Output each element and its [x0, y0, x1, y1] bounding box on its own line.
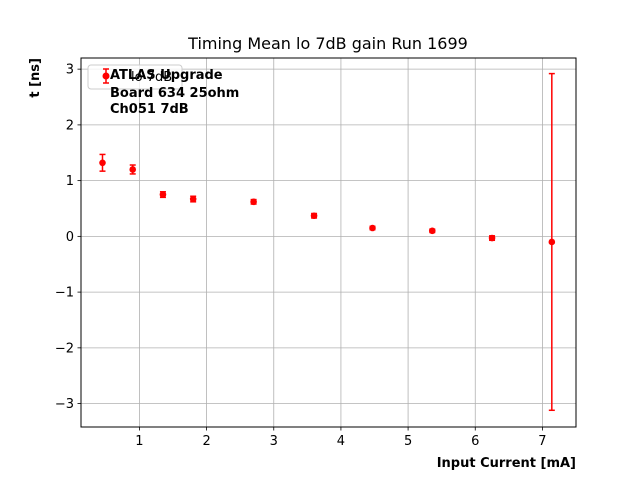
data-point: [99, 159, 106, 167]
y-tick-label: −3: [55, 397, 74, 412]
chart-title: Timing Mean lo 7dB gain Run 1699: [187, 34, 468, 53]
x-tick-label: 1: [135, 434, 143, 449]
y-tick-label: 0: [66, 230, 74, 245]
annotation: ATLAS Upgrade Board 634 25ohm Ch051 7dB: [110, 68, 239, 117]
y-tick-label: −2: [55, 341, 74, 356]
axis-ticks: 1 2 3 4 5 6 7 −3 −2 −1 0 1 2 3: [55, 63, 547, 449]
data-point: [488, 234, 496, 242]
annotation-line-3: Ch051 7dB: [110, 102, 189, 117]
legend: lo 7dB: [87, 64, 183, 90]
data-point: [250, 198, 257, 206]
x-tick-label: 6: [471, 434, 479, 449]
x-tick-label: 3: [270, 434, 278, 449]
data-point: [369, 224, 376, 232]
data-point: [129, 166, 137, 173]
legend-box: [87, 64, 183, 90]
data-point: [548, 238, 556, 246]
data-point: [159, 191, 167, 198]
y-tick-label: 3: [66, 63, 74, 78]
x-axis-label: Input Current [mA]: [437, 456, 576, 471]
y-tick-label: 2: [66, 118, 74, 133]
x-tick-label: 4: [337, 434, 345, 449]
y-tick-label: 1: [66, 174, 74, 189]
legend-marker: [102, 72, 110, 80]
data-series: [99, 72, 556, 412]
annotation-line-2: Board 634 25ohm: [110, 86, 239, 101]
legend-label: lo 7dB: [131, 70, 172, 85]
x-tick-label: 5: [404, 434, 412, 449]
x-tick-label: 2: [202, 434, 210, 449]
plot-frame: [80, 57, 577, 428]
y-tick-label: −1: [55, 286, 74, 301]
annotation-line-1: ATLAS Upgrade: [110, 68, 223, 83]
y-axis-label: t [ns]: [28, 58, 43, 98]
data-point: [428, 227, 436, 235]
data-point: [189, 195, 197, 203]
data-point: [310, 212, 318, 220]
x-tick-label: 7: [538, 434, 546, 449]
